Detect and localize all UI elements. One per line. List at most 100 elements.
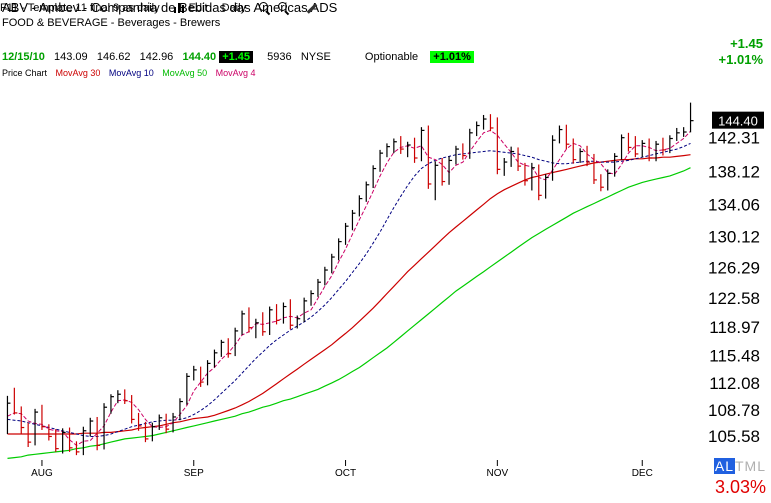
template-label[interactable]: F11 - Template 11 final 9 as daily [0, 2, 160, 14]
price-bar [234, 327, 239, 357]
price-bar [131, 395, 135, 424]
price-bar [117, 390, 121, 404]
price-bar [331, 253, 335, 274]
price-bar [579, 148, 584, 163]
optionable-label: Optionable [364, 51, 419, 63]
price-bar [186, 373, 190, 405]
price-bar [172, 412, 177, 433]
price-bar [538, 164, 542, 201]
quote-high: 146.62 [96, 51, 131, 63]
change-panel: +1.45 +1.01% [719, 36, 763, 68]
price-bar [317, 278, 321, 297]
price-bar [324, 266, 328, 286]
chart-title: ABV - Ambev - Companhia de Bebidas das A… [2, 0, 338, 15]
price-bar [531, 162, 535, 191]
edit-button[interactable]: Edit [188, 2, 208, 14]
price-bar [68, 427, 73, 452]
price-bar [241, 310, 246, 335]
pencil-icon[interactable] [304, 1, 318, 15]
shares-value: 5936 [267, 51, 292, 63]
price-bar [275, 304, 280, 325]
toolbar: F11 - Template 11 final 9 as daily Edit … [0, 0, 771, 16]
price-bar [144, 421, 149, 443]
price-bar [469, 128, 473, 159]
price-bar [482, 114, 487, 130]
price-bar [441, 157, 446, 186]
legend-price-chart: Price Chart [2, 68, 48, 78]
y-tick-label: 126.29 [708, 259, 760, 278]
price-bar [48, 424, 52, 441]
price-bar [179, 398, 183, 421]
price-bar [634, 136, 639, 158]
ma30-line [7, 154, 691, 435]
change-value: +1.45 [730, 36, 763, 51]
zoom-in-icon[interactable] [258, 1, 271, 15]
y-tick-label: 122.58 [708, 289, 760, 308]
price-bar [262, 312, 266, 336]
period-select[interactable]: Daily [221, 2, 247, 14]
price-bar [669, 135, 673, 154]
price-bar [462, 143, 466, 160]
price-bar [455, 145, 459, 165]
price-bar [193, 365, 197, 381]
price-bar [310, 290, 315, 306]
price-bar [379, 149, 384, 172]
price-bar [662, 137, 666, 156]
price-bar [689, 102, 694, 133]
legend-ma50: MovAvg 50 [162, 68, 208, 78]
price-bar [213, 349, 218, 368]
altml-rest: TML [735, 458, 766, 474]
price-bar [393, 138, 397, 154]
y-tick-label: 134.06 [708, 196, 760, 215]
price-bar [517, 147, 522, 171]
price-bar [344, 222, 349, 245]
price-bar [545, 174, 549, 199]
price-bar [41, 404, 45, 430]
ma10-line [7, 142, 691, 437]
altml-prefix: AL [713, 458, 735, 474]
zoom-out-icon[interactable] [277, 1, 290, 15]
pct-change-chip: +1.01% [430, 51, 474, 63]
altml-toggle[interactable]: ALTML [713, 458, 766, 474]
y-tick-label: 130.12 [708, 228, 760, 247]
bar-chart-icon[interactable] [173, 3, 186, 13]
price-bar [220, 339, 225, 357]
price-bar [372, 165, 377, 189]
price-bar [55, 429, 59, 452]
price-bar [427, 125, 432, 189]
price-bar [269, 306, 273, 335]
price-bar [289, 299, 294, 330]
price-bar [655, 140, 660, 162]
price-bar [110, 394, 114, 414]
quote-close: 144.40 [182, 51, 217, 63]
price-chart[interactable]: 142.31 138.12 134.06 130.12 126.29 122.58 118.… [0, 76, 771, 480]
y-tick-label: 115.48 [709, 346, 760, 365]
price-bar [524, 162, 528, 186]
price-bar [227, 338, 232, 358]
price-bar [607, 169, 611, 191]
price-bar [20, 406, 25, 435]
price-bar [282, 302, 287, 324]
price-bar [303, 297, 308, 322]
quote-date: 12/15/10 [2, 51, 45, 63]
price-bar [386, 143, 390, 158]
price-bar [593, 153, 597, 184]
x-tick-label: SEP [184, 468, 204, 479]
price-bar [351, 209, 356, 231]
price-bar [137, 412, 142, 431]
price-bar [365, 181, 370, 202]
price-bar [255, 318, 259, 339]
industry-group: FOOD & BEVERAGE - Beverages - Brewers [2, 17, 221, 29]
x-tick-label: NOV [487, 468, 509, 479]
price-bar [600, 174, 604, 192]
price-bar [413, 137, 418, 163]
price-bar [248, 307, 252, 333]
price-bar [551, 135, 556, 181]
ma4-line [7, 129, 691, 447]
exchange-label: NYSE [300, 51, 331, 63]
x-tick-label: DEC [632, 468, 653, 479]
last-price-label: 144.40 [718, 114, 758, 129]
y-tick-label: 105.58 [708, 427, 760, 446]
price-bar [34, 408, 39, 446]
price-bar [407, 141, 411, 158]
